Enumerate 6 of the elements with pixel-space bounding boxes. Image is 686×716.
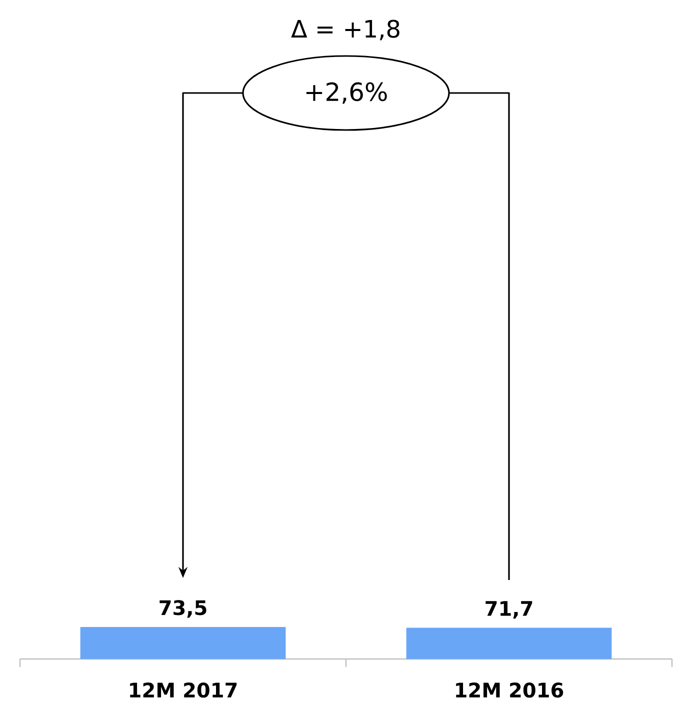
text: Δ = +1,8 [291,20,400,40]
data-label: 73,5 [160,600,206,618]
x-tick-label: 12M 2017 [130,682,237,698]
text: +2,6% [306,82,387,104]
data-label: 71,7 [486,601,532,619]
x-tick-label: 12M 2016 [456,682,564,698]
